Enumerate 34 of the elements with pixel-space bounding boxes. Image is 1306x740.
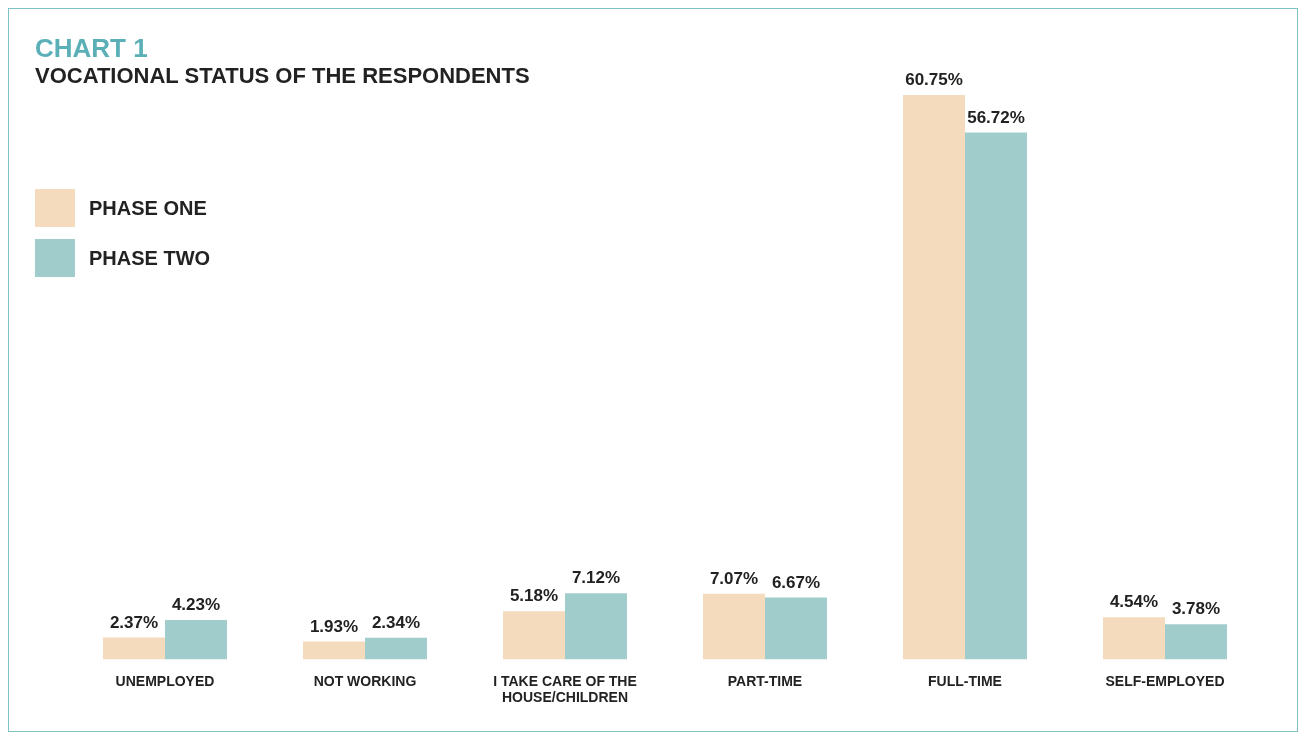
x-tick-label: NOT WORKING <box>313 672 417 689</box>
x-tick-label: PART-TIME <box>727 672 803 689</box>
data-label: 1.93% <box>309 616 359 636</box>
data-label: 56.72% <box>967 107 1025 127</box>
x-tick-label: I TAKE CARE OF THE HOUSE/CHILDREN <box>493 672 637 706</box>
chart-subtitle: VOCATIONAL STATUS OF THE RESPONDENTS <box>35 63 530 89</box>
bar <box>303 641 365 660</box>
data-label: 60.75% <box>905 70 963 90</box>
bar <box>765 597 827 660</box>
chart-title: CHART 1 <box>35 33 148 64</box>
bar <box>503 611 565 660</box>
legend-label: PHASE TWO <box>89 246 211 270</box>
x-tick-label: SELF-EMPLOYED <box>1105 672 1225 689</box>
x-tick-label: FULL-TIME <box>928 672 1002 689</box>
bar <box>1103 617 1165 660</box>
data-label: 2.37% <box>109 612 159 632</box>
data-label: 6.67% <box>771 572 821 592</box>
bar <box>1165 624 1227 660</box>
x-tick-label: UNEMPLOYED <box>115 672 215 689</box>
bar <box>903 95 965 660</box>
bar <box>703 593 765 660</box>
data-label: 4.23% <box>171 595 221 615</box>
legend-label: PHASE ONE <box>89 196 207 220</box>
bar <box>165 620 227 660</box>
data-label: 2.34% <box>371 612 421 632</box>
data-label: 5.18% <box>509 586 559 606</box>
data-label: 3.78% <box>1171 599 1221 619</box>
bar <box>103 637 165 660</box>
data-label: 7.07% <box>709 568 759 588</box>
bar <box>365 637 427 660</box>
bar <box>565 593 627 660</box>
data-label: 7.12% <box>571 568 621 588</box>
data-label: 4.54% <box>1109 592 1159 612</box>
bar <box>965 132 1027 660</box>
